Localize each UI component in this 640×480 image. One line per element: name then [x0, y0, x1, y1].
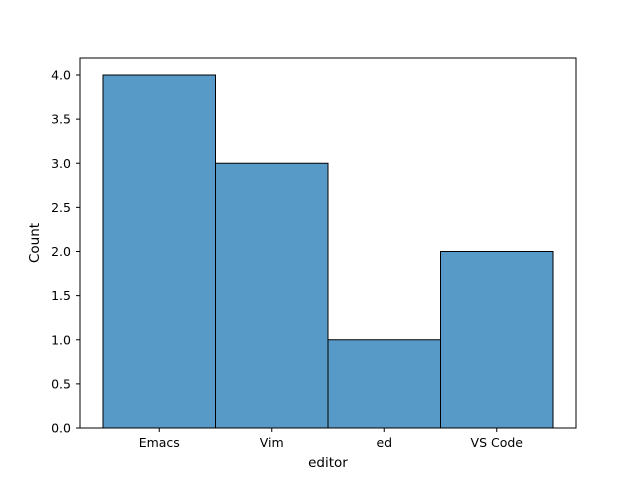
y-tick-label: 0.5 — [51, 376, 71, 391]
x-tick-label: Vim — [260, 435, 284, 450]
bar-vs-code — [440, 251, 554, 429]
bars-group — [102, 74, 554, 429]
x-axis-label: editor — [308, 455, 348, 471]
y-axis-label: Count — [27, 223, 43, 263]
x-tick-label: Emacs — [139, 435, 180, 450]
bar-vim — [215, 162, 329, 429]
y-tick-label: 1.5 — [51, 288, 71, 303]
y-tick-label: 3.5 — [51, 112, 71, 127]
y-tick-label: 2.5 — [51, 200, 71, 215]
y-tick-label: 1.0 — [51, 332, 71, 347]
plot-frame — [79, 57, 577, 429]
bar-ed — [327, 339, 441, 429]
bar-emacs — [102, 74, 216, 429]
x-tick-label: ed — [376, 435, 392, 450]
y-tick-label: 4.0 — [51, 68, 71, 83]
x-axis-ticks: Emacs Vim ed VS Code — [139, 428, 524, 450]
y-tick-label: 0.0 — [51, 421, 71, 436]
x-tick-label: VS Code — [471, 435, 524, 450]
y-tick-label: 3.0 — [51, 156, 71, 171]
y-tick-label: 2.0 — [51, 244, 71, 259]
y-axis-ticks: 0.0 0.5 1.0 1.5 2.0 2.5 3.0 3.5 4.0 — [51, 68, 80, 436]
